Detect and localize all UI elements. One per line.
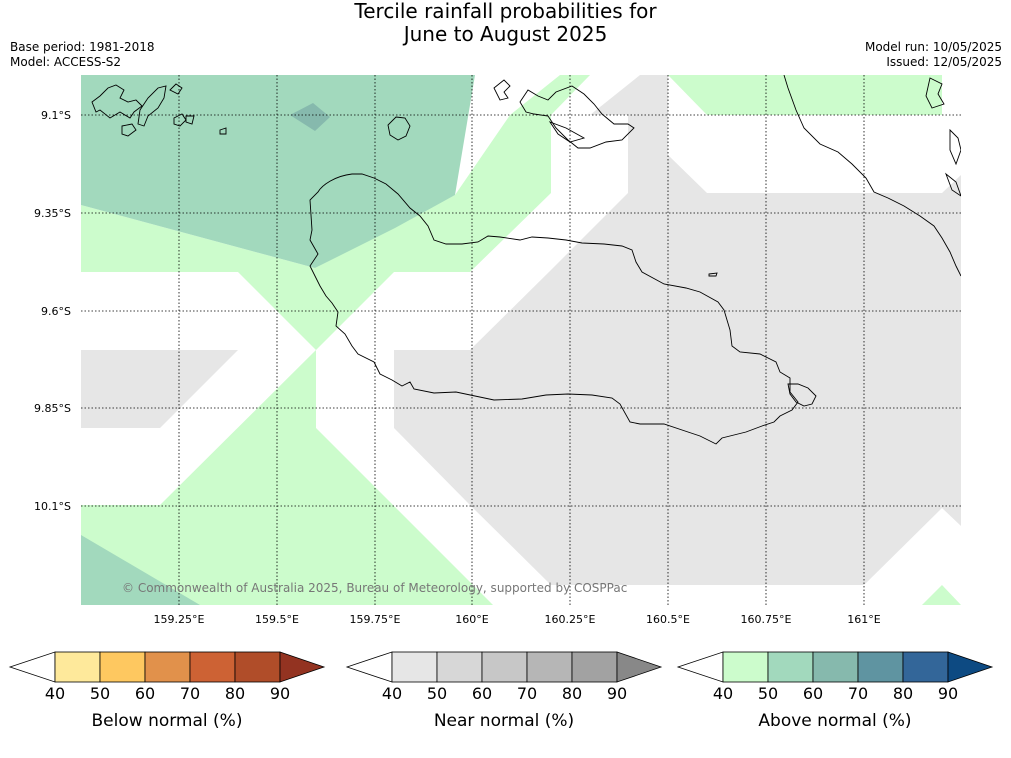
above-normal-70-region <box>290 103 330 131</box>
legend-near-normal: 40 50 60 70 80 90 Near normal (%) <box>345 651 663 731</box>
islet-coastline <box>949 128 961 166</box>
coastline-group <box>91 75 961 445</box>
legend-tick: 80 <box>562 684 582 703</box>
legend-swatch <box>767 651 814 683</box>
legend-swatch <box>722 651 769 683</box>
legend-tick: 40 <box>45 684 65 703</box>
map-title-line1: Tercile rainfall probabilities for <box>354 0 657 23</box>
lon-label: 161°E <box>847 613 880 626</box>
legend-tick: 50 <box>427 684 447 703</box>
legend-swatch <box>189 651 236 683</box>
islet-coastline <box>548 121 586 143</box>
legend-swatch <box>436 651 483 683</box>
lat-label: 9.6°S <box>41 305 71 318</box>
legend-swatch <box>345 651 393 683</box>
islet-coastline <box>493 79 511 101</box>
legend-title: Below normal (%) <box>92 711 243 731</box>
islet-coastline <box>185 115 195 125</box>
island-coastline <box>309 173 799 445</box>
island-coastline-nw <box>137 85 167 127</box>
legend-tick: 50 <box>90 684 110 703</box>
legend-swatch <box>947 651 994 683</box>
legend-title: Near normal (%) <box>434 711 574 731</box>
legend-tick: 60 <box>135 684 155 703</box>
lat-label: 9.85°S <box>34 402 71 415</box>
legend-tick: 80 <box>893 684 913 703</box>
legend-swatch <box>54 651 101 683</box>
lat-label: 9.35°S <box>34 207 71 220</box>
legend-swatch <box>526 651 573 683</box>
lat-labels: 9.1°S 9.35°S 9.6°S 9.85°S 10.1°S <box>34 109 71 513</box>
legend-tick: 40 <box>713 684 733 703</box>
model-run-text: Model run: 10/05/2025 <box>864 40 1002 54</box>
legend-tick: 90 <box>607 684 627 703</box>
legend-swatch <box>481 651 528 683</box>
islet-coastline <box>708 272 718 277</box>
lon-label: 160.25°E <box>545 613 596 626</box>
lon-label: 160.75°E <box>741 613 792 626</box>
legend-swatch <box>616 651 663 683</box>
legend-tick: 90 <box>270 684 290 703</box>
lat-label: 10.1°S <box>34 500 71 513</box>
lon-label: 159.5°E <box>255 613 299 626</box>
legend-swatch <box>279 651 326 683</box>
legend-below-normal: 40 50 60 70 80 90 Below normal (%) <box>8 651 326 731</box>
islet-coastline <box>121 123 137 137</box>
legend-tick: 60 <box>803 684 823 703</box>
legend-swatch <box>234 651 281 683</box>
legend-swatch <box>902 651 949 683</box>
legend-tick: 40 <box>382 684 402 703</box>
legend-swatch <box>676 651 724 683</box>
lon-labels: 159.25°E 159.5°E 159.75°E 160°E 160.25°E… <box>154 613 881 626</box>
lat-label: 9.1°S <box>41 109 71 122</box>
above-normal-60-regions <box>81 75 475 605</box>
lon-label: 159.75°E <box>350 613 401 626</box>
lon-label: 160°E <box>455 613 488 626</box>
legend-above-normal: 40 50 60 70 80 90 Above normal (%) <box>676 651 994 731</box>
lon-label: 159.25°E <box>154 613 205 626</box>
graticule <box>81 75 961 605</box>
legend-swatch <box>812 651 859 683</box>
legend-swatch <box>99 651 146 683</box>
legend-tick: 60 <box>472 684 492 703</box>
legend-tick: 70 <box>517 684 537 703</box>
islet-coastline <box>787 383 817 407</box>
map-panel: © Commonwealth of Australia 2025, Bureau… <box>81 75 961 605</box>
lon-label: 160.5°E <box>646 613 690 626</box>
islet-coastline <box>387 116 411 141</box>
model-text: Model: ACCESS-S2 <box>10 55 122 69</box>
islet-coastline <box>169 83 183 95</box>
legend-tick: 90 <box>938 684 958 703</box>
islet-coastline <box>173 113 187 127</box>
legend-tick: 70 <box>848 684 868 703</box>
legend-tick: 80 <box>225 684 245 703</box>
island-coastline-nw <box>91 84 143 119</box>
legend-swatch <box>391 651 438 683</box>
legend-swatch <box>571 651 618 683</box>
islet-coastline <box>945 172 961 197</box>
legend-swatch <box>8 651 56 683</box>
island-coastline-n <box>519 85 635 149</box>
legend-swatch <box>144 651 191 683</box>
above-normal-50-regions <box>81 75 961 605</box>
base-period-text: Base period: 1981-2018 <box>10 40 155 54</box>
legend-title: Above normal (%) <box>758 711 911 731</box>
legend-tick: 50 <box>758 684 778 703</box>
copyright-text: © Commonwealth of Australia 2025, Bureau… <box>122 581 627 595</box>
islet-coastline <box>219 127 227 135</box>
coastline-ne <box>783 75 961 277</box>
near-normal-50-regions <box>81 75 961 585</box>
legend-swatch <box>857 651 904 683</box>
map-title-line2: June to August 2025 <box>403 22 608 46</box>
legend-tick: 70 <box>180 684 200 703</box>
islet-coastline <box>925 77 945 109</box>
issued-text: Issued: 12/05/2025 <box>886 55 1002 69</box>
